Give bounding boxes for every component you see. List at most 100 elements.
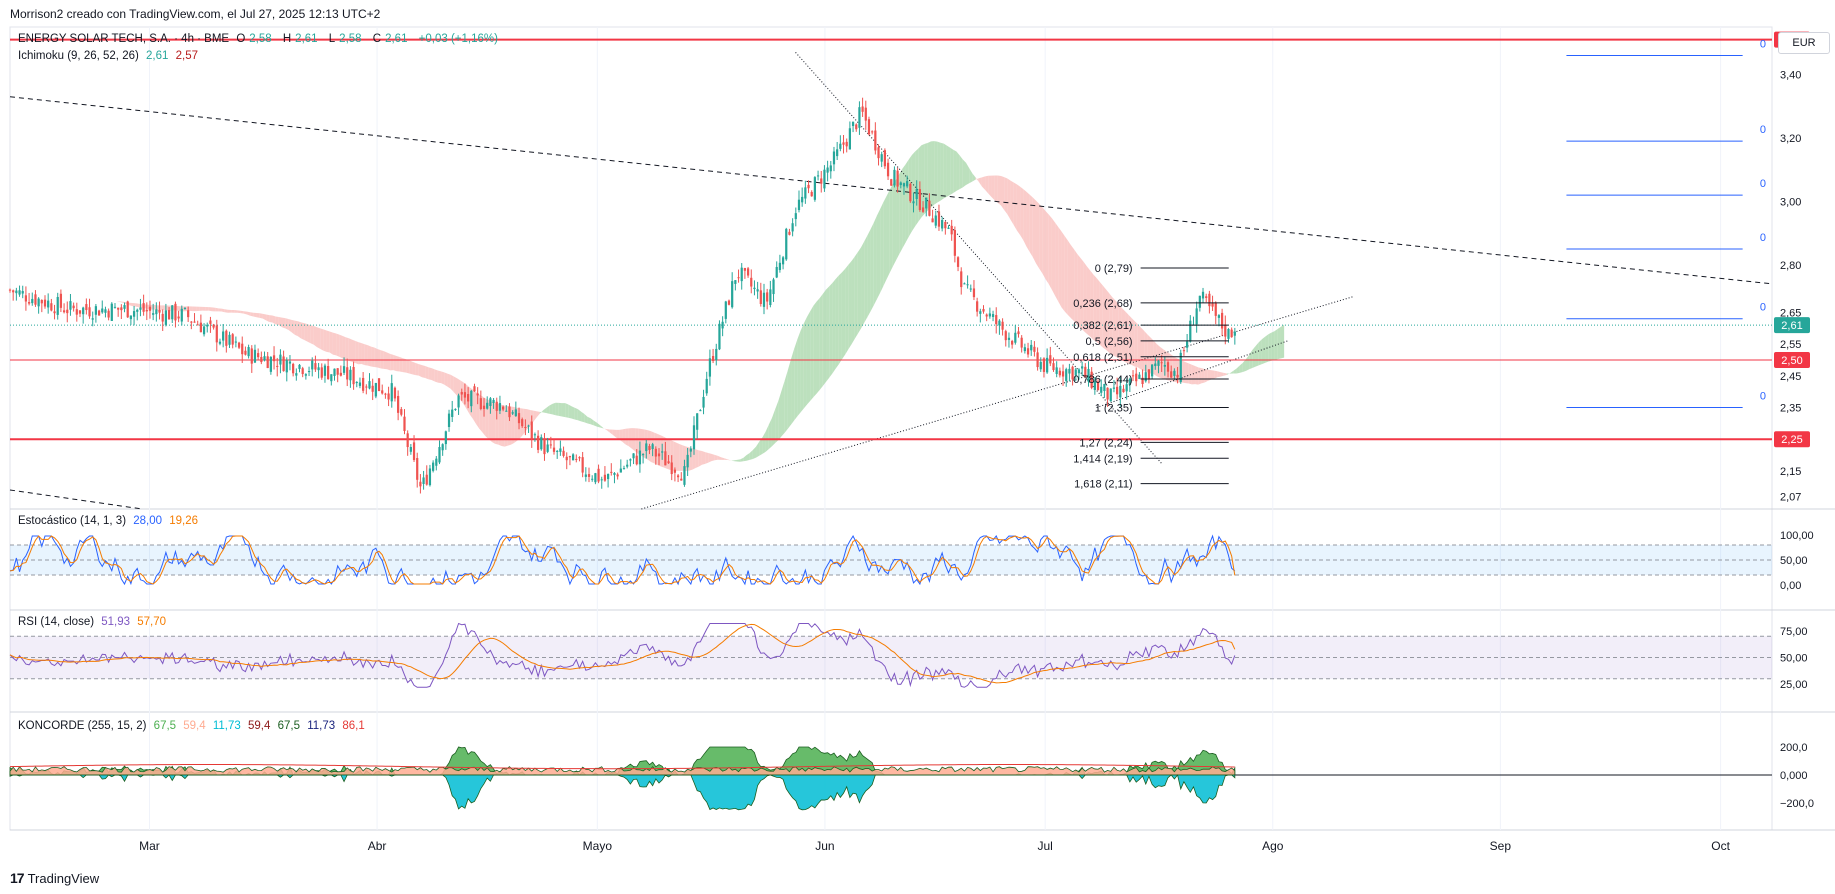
time-tick-label: Jul <box>1038 839 1053 853</box>
candle-body <box>527 425 530 427</box>
blue-levels[interactable]: 0 0 0 0 0 0 <box>1566 39 1766 409</box>
cloud-segment-bull <box>87 296 92 297</box>
cloud-segment-bull <box>826 286 830 382</box>
candle-body <box>419 481 422 487</box>
candle-body <box>988 313 991 317</box>
ichimoku-legend[interactable]: Ichimoku (9, 26, 52, 26) 2,61 2,57 <box>18 50 202 62</box>
cloud-segment-bear <box>215 307 219 312</box>
time-axis[interactable]: Mar Abr Mayo Jun Jul Ago Sep Oct <box>139 839 1730 853</box>
candle-body <box>502 406 505 410</box>
candle-body <box>734 280 737 284</box>
rsi-legend[interactable]: RSI (14, close) 51,93 57,70 <box>18 616 170 628</box>
cloud-segment-bear <box>975 177 979 182</box>
candle-body <box>56 296 59 315</box>
candle-body <box>292 363 295 374</box>
candle-body <box>228 334 231 345</box>
candle-body <box>871 131 874 133</box>
price-axis[interactable]: 3,40 3,20 3,00 2,80 2,65 2,55 2,45 2,35 2,15 2,07… <box>1774 31 1810 504</box>
candle-body <box>1163 364 1166 367</box>
cloud-segment-bear <box>616 429 620 440</box>
cloud-segment-bear <box>1032 197 1036 264</box>
candle-body <box>482 405 486 410</box>
c-label-text: C <box>372 33 382 45</box>
trendlines[interactable] <box>9 52 1773 510</box>
cloud-segment-bull <box>956 151 960 191</box>
candle-body <box>912 201 915 204</box>
fibonacci-retracement[interactable]: 0 (2,79) 0,236 (2,68) 0,382 (2,61) 0,5 (2,5… <box>1073 263 1229 491</box>
candle-body <box>832 151 836 165</box>
blue-level-label: 0 <box>1760 302 1766 314</box>
candle-body <box>1125 384 1128 392</box>
cloud-segment-bear <box>717 455 722 460</box>
currency-label[interactable]: EUR <box>1778 32 1830 54</box>
cloud-segment-bear <box>259 313 263 319</box>
cloud-segment-bull <box>931 141 935 208</box>
candle-body <box>447 413 451 428</box>
l-value: 2,58 <box>339 33 362 45</box>
candle-body <box>813 177 817 200</box>
cloud-segment-bear <box>361 343 365 366</box>
cloud-segment-bear <box>393 354 397 372</box>
cloud-segment-bear <box>1214 370 1218 379</box>
candle-body <box>861 106 864 112</box>
cloud-segment-bull <box>1255 342 1259 367</box>
koncorde-legend[interactable]: KONCORDE (255, 15, 2) 67,5 59,4 11,73 59… <box>18 720 369 732</box>
cloud-segment-bull <box>822 289 827 387</box>
candle-body <box>1026 348 1030 355</box>
cloud-segment-bull <box>803 316 807 409</box>
footer-brand[interactable]: 17 TradingView <box>10 870 99 886</box>
price-badge-label: 2,50 <box>1781 355 1802 367</box>
candle-body <box>603 474 607 481</box>
candle-body <box>937 211 941 227</box>
candle-body <box>1189 320 1192 342</box>
cloud-segment-bull <box>876 209 881 300</box>
footer-brand-text: TradingView <box>27 870 100 886</box>
cloud-segment-bear <box>1191 364 1196 385</box>
cloud-segment-bear <box>345 337 349 361</box>
candle-body <box>158 309 161 313</box>
candle-body <box>428 468 432 486</box>
l-label-text: L <box>328 33 336 45</box>
cloud-segment-bear <box>536 411 540 418</box>
stoch-legend[interactable]: Estocástico (14, 1, 3) 28,00 19,26 <box>18 515 202 527</box>
candle-body <box>12 290 15 293</box>
cloud-segment-bull <box>813 301 817 398</box>
candle-body <box>1090 371 1093 388</box>
candle-body <box>304 374 307 376</box>
cloud-segment-bull <box>1277 326 1281 360</box>
candle-body <box>444 431 447 445</box>
candle-body <box>584 474 587 477</box>
candle-body <box>148 306 152 311</box>
cloud-segment-bear <box>456 378 461 400</box>
candle-body <box>934 215 937 226</box>
symbol-legend[interactable]: ENERGY SOLAR TECH, S.A. · 4h · BME O 2,58… <box>18 33 502 45</box>
candle-body <box>1227 329 1230 339</box>
candle-body <box>801 196 804 203</box>
candle-body <box>88 307 91 317</box>
candle-body <box>1182 350 1186 352</box>
cloud-segment-bear <box>1039 203 1043 274</box>
candle-body <box>272 355 276 362</box>
stoch-axis-label: 100,00 <box>1780 530 1814 542</box>
candle-body <box>925 197 928 209</box>
cloud-segment-bull <box>759 437 763 456</box>
cloud-segment-bull <box>851 256 855 345</box>
cloud-segment-bull <box>883 196 887 287</box>
candle-body <box>702 396 705 408</box>
koncorde-cyan-area <box>9 774 1236 811</box>
candle-body <box>126 301 129 318</box>
cloud-segment-bear <box>192 306 197 312</box>
cloud-segment-bull <box>787 358 792 429</box>
candle-body <box>110 303 113 321</box>
l-label: L 2,58 <box>329 33 366 45</box>
candle-body <box>578 457 581 459</box>
rsi-value: 51,93 <box>101 616 131 628</box>
candle-body <box>171 305 174 320</box>
candle-body <box>400 409 403 415</box>
descending-trendline <box>9 96 1773 285</box>
cloud-segment-bear <box>1064 236 1068 315</box>
cloud-segment-bull <box>861 241 865 329</box>
horizontal-levels[interactable] <box>10 38 1772 441</box>
koncorde-red-line <box>9 763 1235 770</box>
